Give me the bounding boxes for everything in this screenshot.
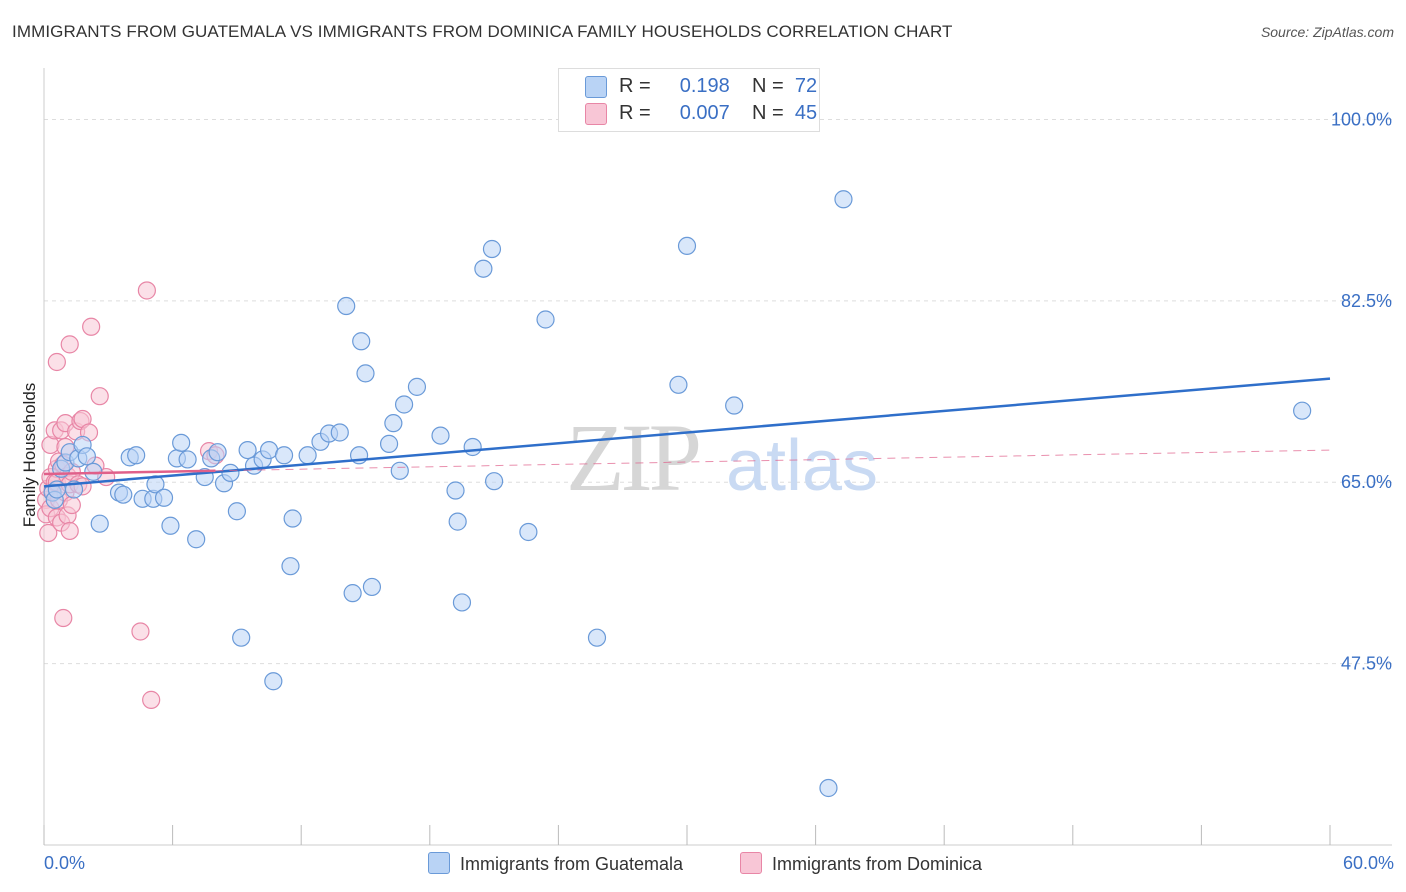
guatemala-point [677,236,697,256]
trend-lines [43,377,1331,488]
bottom-legend-dominica: Immigrants from Dominica [740,852,982,875]
legend-n-value-guatemala: 72 [794,75,818,97]
legend-swatch-guatemala [585,76,607,98]
guatemala-point [208,443,227,462]
guatemala-point [47,480,66,499]
dominica-point [131,622,150,641]
guatemala-point [161,516,180,535]
dominica-point [47,352,66,372]
dominica-point [90,387,109,406]
guatemala-point [281,557,300,576]
y-tick-labels: 47.5% 65.0% 82.5% 100.0% [1331,109,1392,673]
correlation-legend: R = 0.198 N = 72 R = 0.007 N = 45 [558,68,820,132]
chart-title: IMMIGRANTS FROM GUATEMALA VS IMMIGRANTS … [12,22,953,41]
y-tick-label: 47.5% [1341,654,1392,674]
guatemala-point [343,584,362,603]
guatemala-point [394,395,414,414]
guatemala-point [519,522,538,542]
guatemala-point [474,259,493,278]
dominica-trend-line-extension [215,449,1331,472]
guatemala-point [187,530,206,549]
guatemala-point [446,481,465,500]
dominica-point [62,495,81,515]
guatemala-point [482,239,502,259]
dominica-point [39,523,58,543]
guatemala-point [669,375,688,394]
bottom-legend-swatch-guatemala [428,852,450,874]
guatemala-point [298,446,317,465]
bottom-legend-guatemala: Immigrants from Guatemala [428,852,683,875]
guatemala-point [330,423,349,442]
guatemala-point [407,377,427,396]
y-tick-label: 100.0% [1331,109,1392,129]
dominica-point [142,690,161,709]
guatemala-point [114,485,133,504]
guatemala-point [834,190,853,209]
legend-r-label: R = [619,102,651,124]
guatemala-point [448,512,467,531]
dominica-trend-line [43,469,216,476]
guatemala-point [1293,401,1312,420]
dominica-point [54,608,73,628]
guatemala-point [725,396,744,415]
bottom-legend-label-guatemala: Immigrants from Guatemala [460,854,684,874]
guatemala-point [352,332,371,351]
legend-r-value-guatemala: 0.198 [679,75,730,97]
dominica-point [60,521,79,541]
axes [43,68,1392,846]
guatemala-point [154,488,174,507]
guatemala-point [356,364,375,383]
y-tick-label: 82.5% [1341,291,1392,311]
guatemala-point [536,310,555,329]
legend-n-label: N = [752,75,784,97]
watermark-atlas: atlas [726,426,878,506]
x-tick-label-max: 60.0% [1342,853,1394,873]
bottom-legend-swatch-dominica [740,852,762,874]
legend-r-label: R = [619,75,651,97]
guatemala-point [337,296,356,316]
dominica-point [82,317,101,336]
guatemala-point [384,414,403,433]
y-tick-label: 65.0% [1341,472,1392,492]
guatemala-point [232,628,251,647]
watermark-zip: ZIP [566,404,699,511]
guatemala-point [452,593,472,612]
guatemala-point [221,463,240,483]
guatemala-point [485,472,504,491]
guatemala-point [362,577,382,597]
bottom-legend-label-dominica: Immigrants from Dominica [772,854,983,874]
x-tick-label-min: 0.0% [44,853,86,873]
guatemala-point [819,778,838,798]
guatemala-point [178,450,197,469]
guatemala-point [379,434,399,453]
guatemala-point [77,447,96,466]
guatemala-point [274,446,294,465]
guatemala-point [390,461,409,480]
legend-n-label: N = [752,102,784,124]
guatemala-point [431,426,450,445]
dominica-point [60,335,79,354]
guatemala-point [587,628,607,647]
guatemala-point [283,509,302,528]
guatemala-trend-line [43,377,1331,488]
guatemala-point [90,514,109,533]
guatemala-point [127,446,146,465]
guatemala-point [172,433,191,452]
guatemala-points [43,190,1312,798]
guatemala-point [264,672,283,691]
guatemala-point [463,437,482,457]
legend-n-value-dominica: 45 [794,102,818,124]
guatemala-point [238,440,257,460]
legend-r-value-dominica: 0.007 [679,102,730,124]
guatemala-point [227,502,246,521]
grid-lines [44,118,1392,665]
dominica-point [137,281,156,300]
watermark: ZIP atlas [566,404,878,511]
legend-swatch-dominica [585,103,607,125]
source-label: Source: ZipAtlas.com [1260,24,1394,40]
